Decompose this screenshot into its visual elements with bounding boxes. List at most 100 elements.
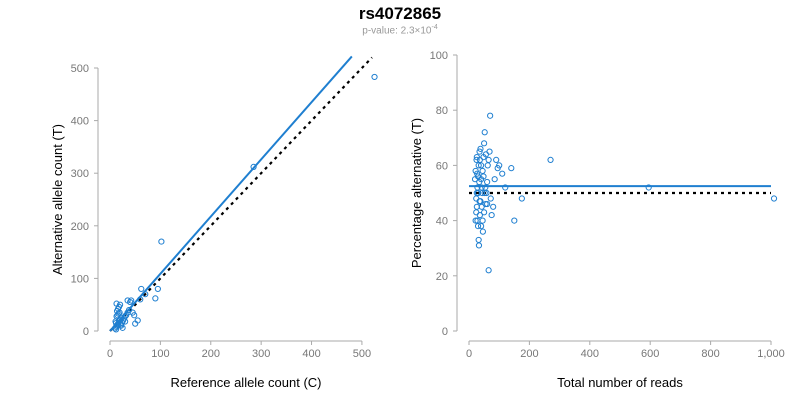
y-tick-label: 200 [71, 221, 89, 233]
data-point [502, 184, 509, 191]
data-point [134, 317, 141, 324]
data-point [484, 178, 491, 186]
y-axis-title: Alternative allele count (T) [50, 124, 65, 275]
data-point [483, 189, 490, 197]
data-point [479, 228, 486, 235]
y-tick-label: 0 [83, 326, 89, 338]
data-point [476, 198, 483, 205]
data-point [484, 200, 491, 208]
data-point [511, 217, 518, 224]
data-point [508, 165, 515, 172]
data-point [547, 156, 554, 163]
chart-title: rs4072865 [358, 4, 442, 23]
data-point [485, 267, 492, 274]
p-value-text: p-value: 2.3×10 [362, 25, 432, 37]
x-tick-label: 200 [520, 348, 538, 360]
data-point [116, 301, 124, 308]
data-point [128, 297, 135, 304]
data-point [481, 129, 488, 136]
x-tick-label: 500 [353, 348, 371, 360]
data-point [477, 162, 485, 169]
data-point [518, 195, 525, 202]
y-tick-label: 20 [436, 271, 448, 283]
reference-dotted-line [109, 56, 373, 332]
y-axis-title: Percentage alternative (T) [409, 118, 424, 268]
data-point [491, 176, 498, 183]
data-point [475, 242, 483, 249]
x-tick-label: 600 [641, 348, 659, 360]
y-tick-label: 40 [436, 216, 448, 228]
data-point [481, 209, 488, 216]
data-point [250, 163, 257, 170]
x-axis-title: Total number of reads [557, 375, 683, 390]
data-point [138, 285, 145, 293]
data-point [479, 217, 486, 224]
data-point [137, 296, 144, 303]
data-point [485, 156, 492, 163]
y-tick-label: 0 [442, 326, 448, 338]
p-value-exponent: -4 [431, 24, 438, 31]
x-tick-label: 400 [581, 348, 599, 360]
data-point [477, 145, 484, 152]
data-point [481, 140, 488, 147]
data-point [474, 170, 481, 177]
data-point [493, 156, 500, 163]
x-axis-title: Reference allele count (C) [170, 375, 321, 390]
data-point [473, 209, 480, 216]
data-point [486, 148, 493, 155]
data-point [113, 300, 120, 307]
data-point [481, 189, 488, 197]
data-point [474, 173, 482, 180]
y-tick-label: 300 [71, 168, 89, 180]
y-tick-label: 100 [430, 50, 448, 62]
data-point [112, 326, 120, 333]
data-point [154, 285, 161, 293]
data-point [496, 162, 503, 169]
x-tick-label: 0 [107, 348, 113, 360]
data-point [475, 162, 482, 169]
data-point [119, 324, 126, 331]
data-point [479, 189, 486, 197]
y-tick-label: 60 [436, 160, 448, 172]
data-point [645, 184, 652, 191]
x-tick-label: 1,000 [757, 348, 785, 360]
data-point [479, 167, 486, 175]
data-point [152, 295, 159, 302]
data-point [487, 112, 494, 119]
x-tick-label: 200 [202, 348, 220, 360]
data-point [474, 223, 482, 230]
data-point [484, 162, 491, 169]
data-point [476, 148, 483, 155]
y-tick-label: 500 [71, 63, 89, 75]
data-point [770, 195, 778, 202]
data-point [487, 195, 494, 202]
data-point [478, 203, 485, 210]
data-point [371, 73, 378, 81]
data-point [482, 151, 490, 158]
data-point [472, 217, 479, 224]
data-point [473, 156, 480, 163]
data-point [477, 223, 485, 230]
data-point [158, 238, 165, 245]
data-point [124, 297, 131, 304]
x-tick-label: 0 [466, 348, 472, 360]
data-point [499, 170, 506, 177]
data-point [476, 178, 483, 186]
y-tick-label: 80 [436, 105, 448, 117]
percentage-alternative-scatter-panel: 0 200 400 600 800 1,000 0 20 40 60 80 100 Total numb… [409, 50, 785, 390]
data-point [488, 211, 495, 219]
x-tick-label: 800 [701, 348, 719, 360]
data-point [473, 154, 480, 161]
chart-subtitle: p-value: 2.3×10-4 [0, 24, 800, 36]
data-point [490, 203, 497, 210]
allele-count-scatter-panel: 0 100 200 300 400 500 0 100 200 300 400 500 Referenc… [50, 55, 378, 390]
data-point [142, 291, 149, 298]
data-point [475, 236, 482, 244]
x-tick-label: 300 [252, 348, 270, 360]
x-tick-label: 100 [151, 348, 169, 360]
data-point [131, 312, 138, 319]
x-tick-label: 400 [302, 348, 320, 360]
fit-line [109, 55, 353, 332]
data-point [122, 318, 129, 325]
